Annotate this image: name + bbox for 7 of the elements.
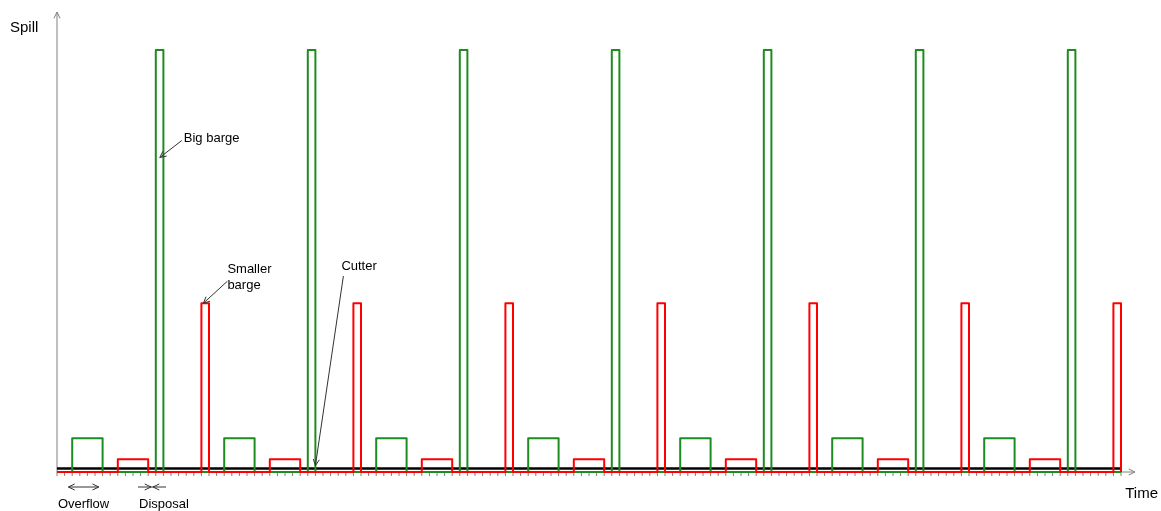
series-label: Big barge xyxy=(183,129,240,145)
text: Disposal xyxy=(139,496,190,511)
x-axis-title: Time xyxy=(1125,484,1158,501)
y-axis-title: Spill xyxy=(10,18,39,35)
text: Overflow xyxy=(57,496,110,511)
series-label: Smaller barge xyxy=(227,261,273,293)
text: Cutter xyxy=(341,258,378,273)
